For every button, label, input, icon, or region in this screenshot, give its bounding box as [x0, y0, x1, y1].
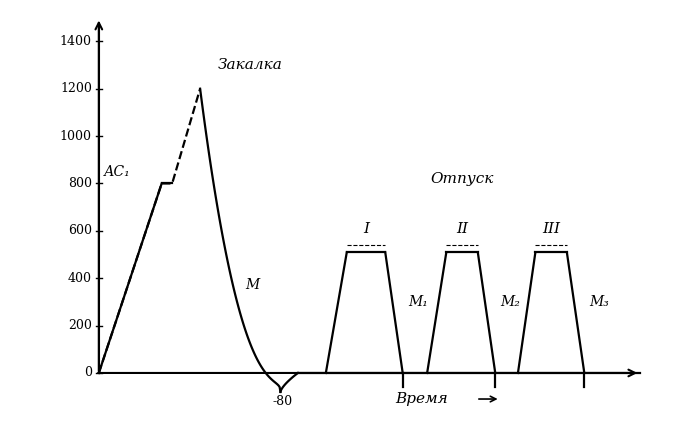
Text: 200: 200 — [68, 319, 92, 332]
Text: 800: 800 — [68, 177, 92, 190]
Text: Закалка: Закалка — [218, 58, 283, 72]
Text: II: II — [456, 221, 468, 236]
Text: III: III — [542, 221, 560, 236]
Text: М₃: М₃ — [590, 295, 610, 309]
Text: М₁: М₁ — [408, 295, 428, 309]
Text: 1400: 1400 — [60, 35, 92, 48]
Text: М: М — [245, 278, 260, 292]
Text: I: I — [363, 221, 369, 236]
Text: М₂: М₂ — [500, 295, 520, 309]
Text: 400: 400 — [68, 272, 92, 285]
Text: 1200: 1200 — [60, 82, 92, 95]
Text: Отпуск: Отпуск — [431, 172, 494, 186]
Text: 1000: 1000 — [60, 129, 92, 143]
Text: 600: 600 — [68, 224, 92, 237]
Text: Время: Время — [396, 392, 448, 406]
Text: АС₁: АС₁ — [104, 165, 131, 179]
Text: 0: 0 — [84, 366, 92, 379]
Text: -80: -80 — [272, 396, 292, 408]
